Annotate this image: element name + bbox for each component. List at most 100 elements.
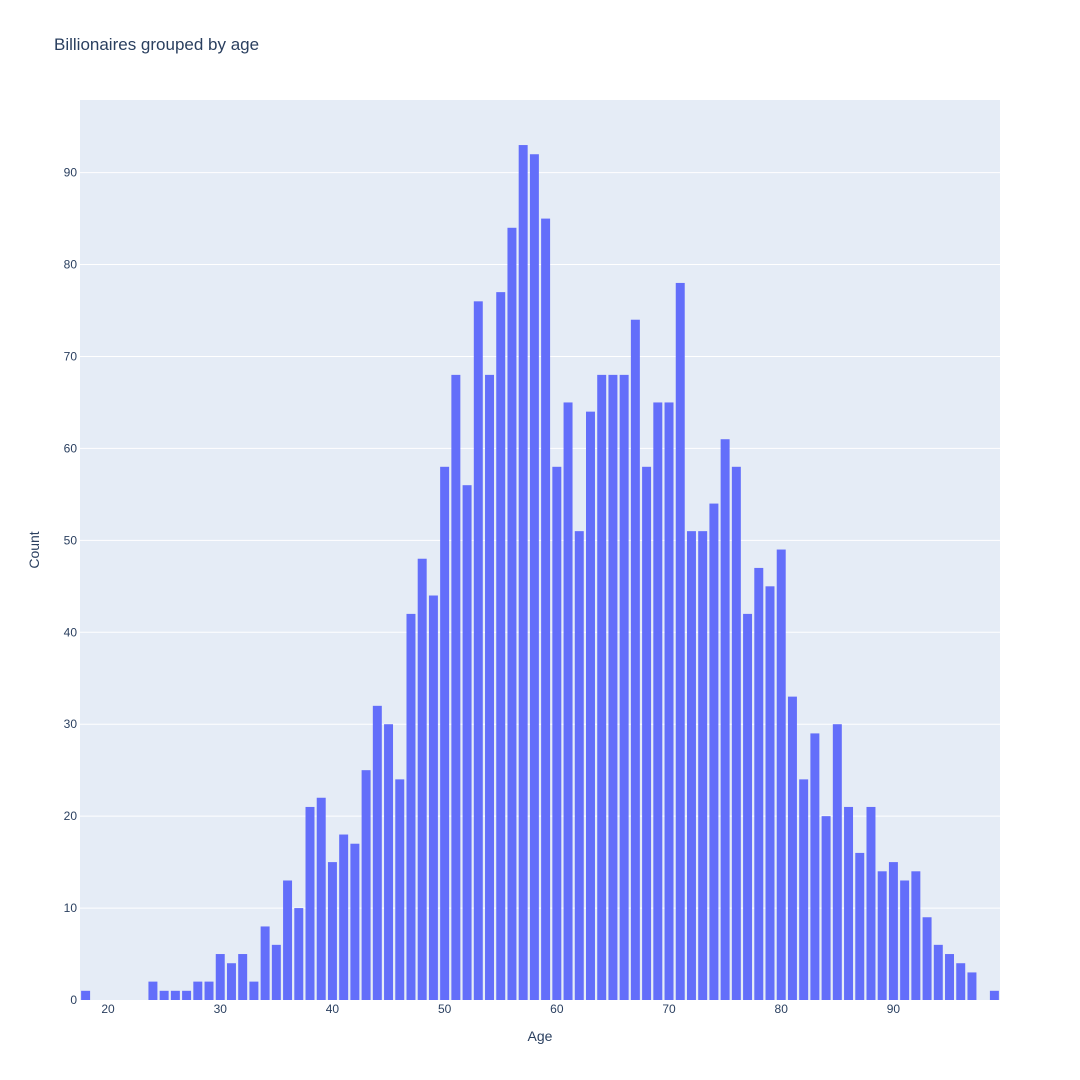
bar-age-76 (731, 466, 741, 1000)
bar-age-69 (653, 402, 663, 1000)
bar-age-86 (844, 806, 854, 1000)
bar-age-50 (440, 466, 450, 1000)
bar-age-70 (664, 402, 674, 1000)
x-tick-label: 80 (775, 1002, 789, 1016)
bar-age-96 (956, 963, 966, 1000)
bar-age-41 (339, 834, 349, 1000)
bar-age-75 (720, 439, 730, 1000)
bar-age-91 (900, 880, 910, 1000)
bar-age-59 (541, 218, 551, 1000)
bar-age-83 (810, 733, 820, 1000)
bar-age-38 (305, 806, 315, 1000)
bar-age-77 (743, 613, 753, 1000)
bar-age-85 (832, 724, 842, 1000)
bar-age-57 (518, 145, 528, 1000)
y-tick-label: 10 (64, 901, 78, 915)
y-tick-label: 50 (64, 533, 78, 547)
bar-age-87 (855, 852, 865, 1000)
bar-age-40 (327, 862, 337, 1000)
bar-age-30 (215, 954, 225, 1000)
bar-age-28 (193, 981, 203, 1000)
bar-age-73 (698, 531, 708, 1000)
bar-age-35 (271, 944, 281, 1000)
bar-age-43 (361, 770, 371, 1000)
bar-age-33 (249, 981, 259, 1000)
bar-age-56 (507, 227, 517, 1000)
bar-age-49 (428, 595, 438, 1000)
bar-age-80 (776, 549, 786, 1000)
bar-age-99 (989, 990, 999, 1000)
y-axis-title: Count (26, 531, 42, 568)
y-tick-label: 80 (64, 258, 78, 272)
bar-age-88 (866, 806, 876, 1000)
bar-age-53 (473, 301, 483, 1000)
bar-age-48 (417, 558, 427, 1000)
x-tick-label: 20 (101, 1002, 115, 1016)
bar-age-84 (821, 816, 831, 1000)
bar-age-63 (586, 411, 595, 1000)
y-tick-label: 0 (70, 993, 77, 1007)
bar-age-47 (406, 613, 416, 1000)
y-tick-label: 40 (64, 625, 78, 639)
bar-age-64 (597, 374, 607, 1000)
bar-age-62 (574, 531, 584, 1000)
bar-age-89 (877, 871, 887, 1000)
bar-age-97 (967, 972, 977, 1000)
bar-age-71 (675, 282, 685, 1000)
bars (81, 145, 999, 1000)
chart-title: Billionaires grouped by age (54, 35, 259, 54)
bar-age-44 (372, 705, 382, 1000)
bar-age-92 (911, 871, 921, 1000)
gridlines (80, 172, 1000, 909)
bar-age-90 (888, 862, 898, 1000)
y-axis-ticks: 0 10 20 30 40 50 60 70 80 90 (64, 166, 78, 1007)
bar-age-72 (686, 531, 696, 1000)
x-axis-title: Age (528, 1028, 553, 1044)
bar-age-65 (608, 374, 618, 1000)
bar-age-36 (283, 880, 293, 1000)
bar-age-18 (81, 990, 91, 1000)
bar-age-68 (642, 466, 652, 1000)
x-tick-label: 90 (887, 1002, 901, 1016)
bar-age-34 (260, 926, 270, 1000)
bar-age-52 (462, 485, 472, 1000)
bar-age-58 (529, 154, 539, 1000)
bar-age-42 (350, 843, 360, 1000)
bar-age-54 (485, 374, 494, 1000)
bar-age-95 (945, 954, 954, 1000)
x-tick-label: 50 (438, 1002, 452, 1016)
bar-age-39 (316, 797, 326, 1000)
bar-age-37 (294, 908, 304, 1000)
bar-age-82 (799, 779, 809, 1000)
bar-age-93 (922, 917, 932, 1000)
bar-age-78 (754, 567, 764, 1000)
bar-age-46 (395, 779, 405, 1000)
bar-age-29 (204, 981, 214, 1000)
y-tick-label: 30 (64, 717, 78, 731)
bar-age-31 (226, 963, 236, 1000)
x-axis-ticks: 20 30 40 50 60 70 80 90 (101, 1002, 900, 1016)
bar-age-45 (384, 724, 394, 1000)
bar-age-25 (159, 990, 169, 1000)
x-tick-label: 60 (550, 1002, 564, 1016)
y-tick-label: 20 (64, 809, 78, 823)
bar-age-61 (563, 402, 573, 1000)
x-tick-label: 40 (326, 1002, 340, 1016)
bar-age-74 (709, 503, 719, 1000)
bar-age-26 (170, 990, 180, 1000)
bar-age-60 (552, 466, 562, 1000)
bar-age-27 (182, 990, 192, 1000)
x-tick-label: 70 (662, 1002, 676, 1016)
y-tick-label: 60 (64, 441, 78, 455)
bar-age-67 (630, 319, 640, 1000)
bar-age-94 (933, 944, 943, 1000)
y-tick-label: 70 (64, 349, 78, 363)
bar-age-81 (787, 696, 797, 1000)
bar-age-24 (148, 981, 158, 1000)
y-tick-label: 90 (64, 166, 78, 180)
bar-age-66 (619, 374, 629, 1000)
bar-age-51 (451, 374, 461, 1000)
bar-age-32 (238, 954, 248, 1000)
x-tick-label: 30 (214, 1002, 228, 1016)
